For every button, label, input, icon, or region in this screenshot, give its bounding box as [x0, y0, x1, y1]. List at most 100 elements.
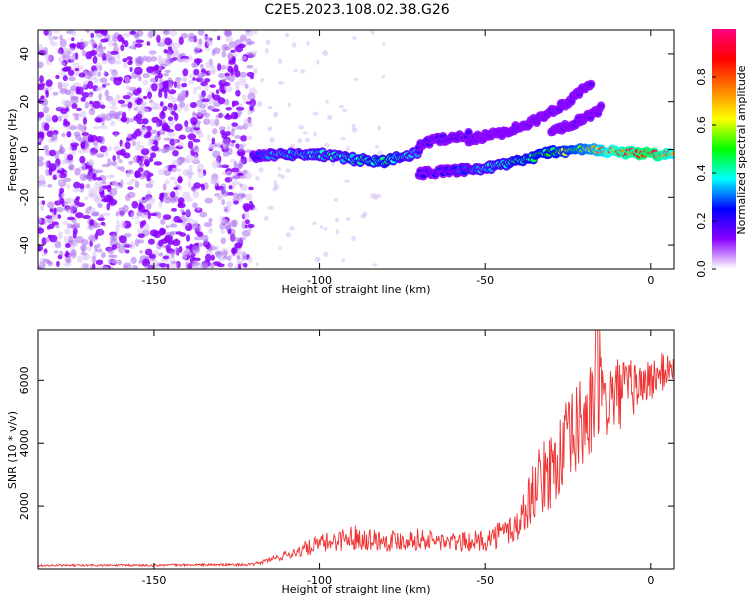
- spectrogram-noise-blob: [87, 173, 94, 183]
- spectrogram-noise-blob: [243, 117, 253, 127]
- spectrogram-noise-blob: [210, 118, 215, 127]
- spectrogram-noise-blob: [362, 211, 368, 217]
- spectrogram-noise-blob: [80, 245, 88, 252]
- spectrogram-noise-blob: [63, 236, 68, 244]
- spectrogram-noise-blob: [65, 197, 75, 205]
- spectrogram-noise-blob: [97, 217, 106, 222]
- spectrogram-noise-blob: [246, 71, 255, 78]
- spectrogram-y-ticks: -40 -20 0 20 40: [18, 47, 674, 254]
- x-tick-label: -150: [141, 574, 166, 587]
- spectrogram-noise-blob: [167, 145, 177, 151]
- spectrogram-noise-blob: [137, 167, 144, 173]
- spectrogram-noise-blob: [220, 228, 226, 235]
- spectrogram-noise-blob: [81, 132, 90, 137]
- spectrogram-noise-blob: [91, 255, 97, 264]
- spectrogram-noise-blob: [76, 202, 85, 208]
- spectrogram-noise-blob: [170, 250, 175, 259]
- spectrogram-noise-blob: [312, 221, 317, 226]
- spectrogram-noise-blob: [164, 69, 172, 74]
- spectrogram-noise-blob: [217, 195, 223, 201]
- spectrogram-noise-blob: [100, 135, 105, 141]
- spectrogram-noise-blob: [253, 68, 258, 74]
- spectrogram-noise-blob: [122, 204, 129, 213]
- snr-y-ticks: 2000 4000 6000: [18, 366, 674, 520]
- spectrogram-noise-blob: [176, 168, 182, 173]
- spectrogram-noise-blob: [118, 235, 127, 244]
- spectrogram-noise-blob: [137, 204, 146, 213]
- spectrogram-noise-blob: [222, 151, 230, 157]
- spectrogram-noise-blob: [230, 235, 237, 242]
- spectrogram-noise-blob: [68, 145, 73, 151]
- spectrogram-noise-blob: [134, 180, 140, 189]
- spectrogram-noise-blob: [55, 74, 60, 80]
- spectrogram-noise-blob: [68, 235, 74, 244]
- spectrogram-noise-blob: [54, 240, 62, 249]
- spectrogram-noise-blob: [45, 90, 49, 98]
- spectrogram-noise-blob: [231, 180, 241, 186]
- spectrogram-noise-blob: [99, 266, 109, 269]
- spectrogram-noise-blob: [233, 160, 237, 169]
- y-tick-label: 6000: [18, 366, 31, 394]
- spectrogram-noise-blob: [237, 193, 245, 200]
- spectrogram-noise-blob: [208, 69, 216, 75]
- spectrogram-noise-blob: [168, 164, 177, 169]
- spectrogram-noise-blob: [128, 86, 137, 92]
- spectrogram-noise-blob: [86, 40, 92, 45]
- spectrogram-noise-blob: [164, 179, 170, 185]
- spectrogram-noise-blob: [113, 182, 120, 191]
- spectrogram-noise-blob: [172, 150, 179, 157]
- snr-series-line: [38, 330, 674, 568]
- spectrogram-noise-blob: [55, 149, 64, 155]
- spectrogram-noise-blob: [192, 202, 198, 209]
- spectrogram-noise-blob: [242, 55, 247, 61]
- spectrogram-noise-blob: [234, 81, 240, 89]
- spectrogram-noise-blob: [245, 30, 252, 33]
- spectrogram-noise-blob: [195, 122, 199, 129]
- spectrogram-noise-blob: [70, 85, 77, 92]
- spectrogram-noise-blob: [334, 218, 339, 223]
- spectrogram-noise-blob: [71, 37, 75, 42]
- spectrogram-noise-blob: [196, 163, 205, 172]
- spectrogram-noise-blob: [232, 219, 238, 228]
- spectrogram-noise-blob: [230, 49, 236, 53]
- spectrogram-noise-blob: [149, 212, 158, 217]
- spectrogram-noise-blob: [73, 181, 81, 189]
- spectrogram-noise-blob: [80, 252, 88, 256]
- spectrogram-noise-blob: [76, 123, 85, 132]
- spectrogram-noise-blob: [47, 201, 55, 209]
- spectrogram-noise-blob: [200, 183, 205, 188]
- spectrogram-noise-blob: [101, 163, 111, 168]
- spectrogram-noise-blob: [98, 42, 103, 49]
- spectrogram-noise-blob: [115, 150, 125, 156]
- spectrogram-noise-blob: [111, 244, 118, 250]
- spectrogram-noise-blob: [140, 148, 150, 156]
- spectrogram-noise-blob: [204, 197, 213, 204]
- spectrogram-noise-blob: [96, 153, 105, 158]
- spectrogram-noise-blob: [170, 191, 176, 198]
- spectrogram-noise-blob: [236, 125, 244, 130]
- spectrogram-noise-blob: [183, 104, 189, 112]
- spectrogram-noise-blob: [53, 30, 61, 34]
- spectrogram-noise-blob: [224, 76, 231, 81]
- spectrogram-noise-blob: [58, 178, 63, 185]
- spectrogram-noise-blob: [52, 91, 59, 96]
- spectrogram-noise-blob: [192, 138, 201, 143]
- spectrogram-noise-blob: [80, 96, 86, 102]
- spectrogram-noise-blob: [176, 81, 181, 89]
- spectrogram-noise-blob: [110, 161, 117, 166]
- spectrogram-noise-blob: [267, 205, 274, 210]
- spectrogram-noise-blob: [167, 46, 173, 51]
- spectrogram-noise-blob: [45, 237, 50, 243]
- spectrogram-noise-blob: [88, 91, 94, 96]
- spectrogram-noise-blob: [38, 156, 44, 162]
- spectrogram-noise-blob: [184, 93, 188, 98]
- spectrogram-noise-blob: [189, 127, 195, 134]
- spectrogram-noise-blob: [72, 188, 82, 193]
- spectrogram-noise-blob: [99, 77, 108, 84]
- spectrogram-noise-blob: [120, 165, 125, 173]
- spectrogram-noise-blob: [54, 250, 59, 254]
- spectrogram-noise-blob: [214, 118, 220, 127]
- spectrogram-noise-blob: [244, 83, 249, 89]
- spectrogram-noise-blob: [188, 251, 192, 256]
- spectrogram-noise-blob: [96, 117, 103, 123]
